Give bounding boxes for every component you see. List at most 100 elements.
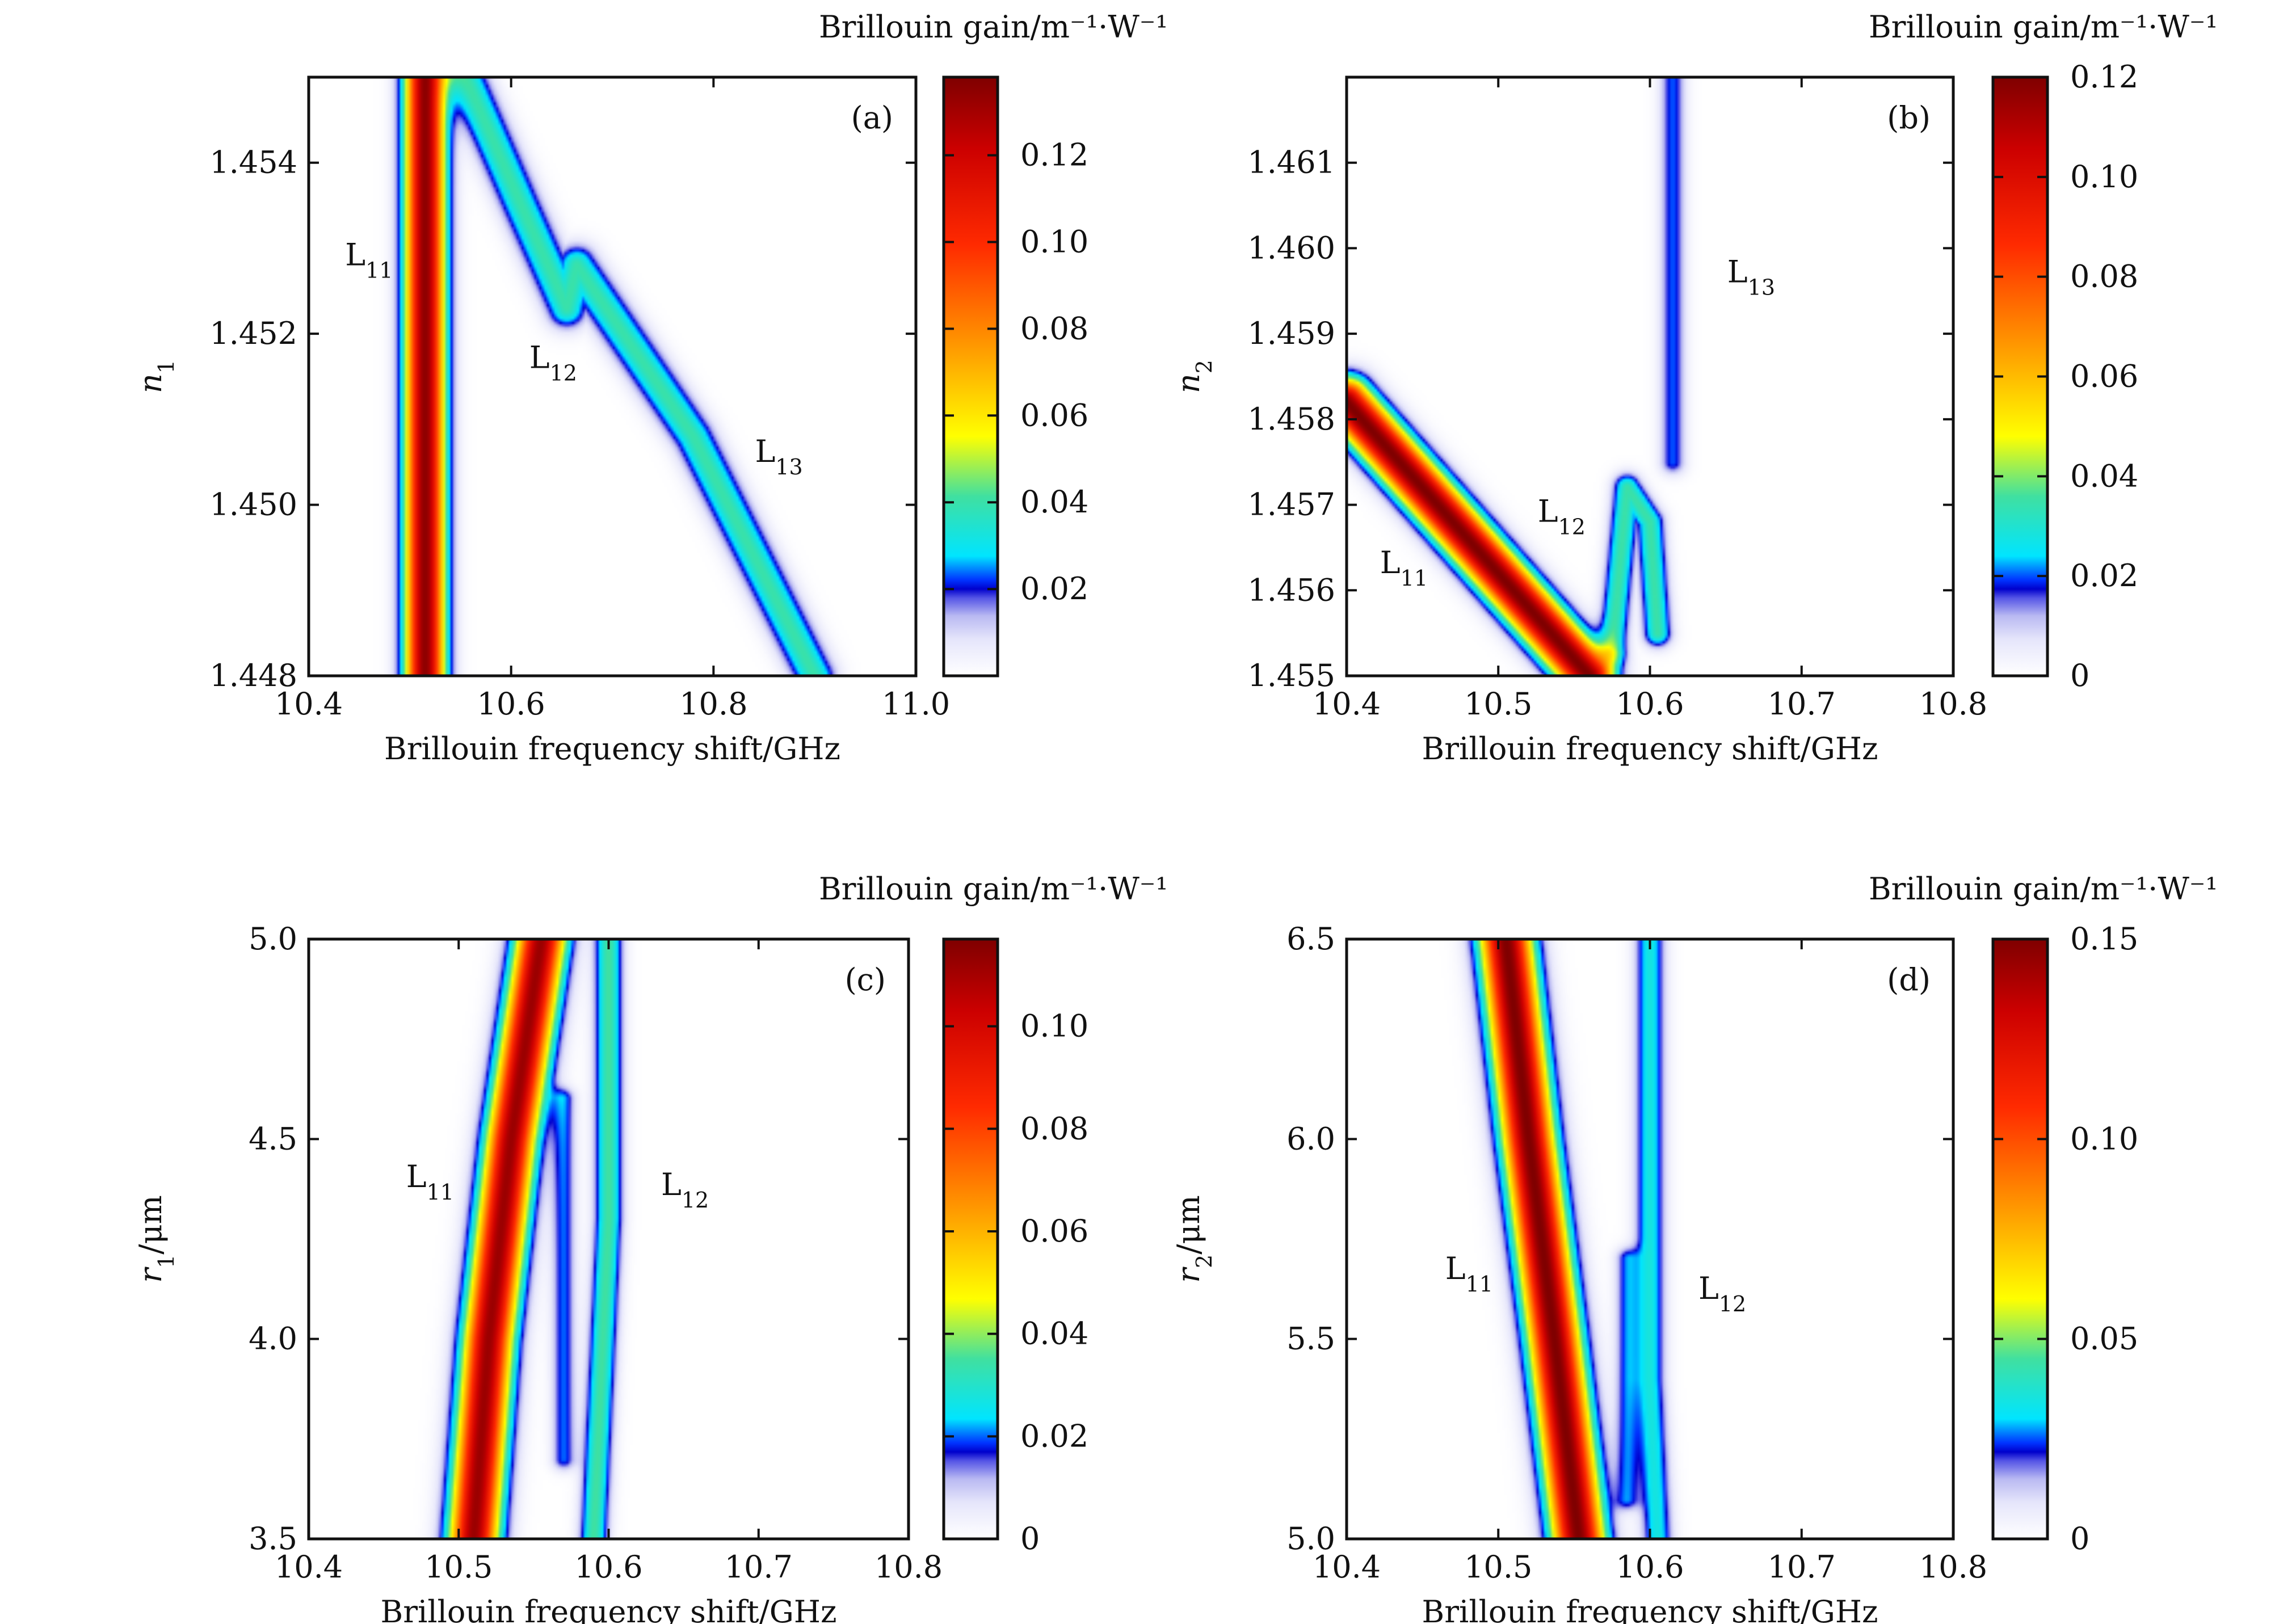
y-tick-label: 4.0 [249, 1321, 297, 1357]
x-tick-label: 10.4 [1313, 686, 1381, 722]
mode-label: L12 [1698, 1270, 1746, 1316]
x-tick-label: 10.7 [1768, 1549, 1836, 1585]
x-tick-label: 10.6 [477, 686, 545, 722]
colorbar-frame [1991, 937, 2049, 1541]
colorbar-tick-label: 0.10 [2070, 159, 2138, 195]
x-tick-label: 10.4 [275, 1549, 343, 1585]
x-tick-label: 10.6 [574, 1549, 642, 1585]
colorbar-frame [942, 937, 999, 1541]
y-tick-label: 5.0 [249, 921, 297, 957]
x-tick-label: 10.5 [424, 1549, 493, 1585]
x-tick-label: 10.4 [1313, 1549, 1381, 1585]
x-tick-label: 10.8 [1919, 686, 1987, 722]
colorbar-title: Brillouin gain/m⁻¹·W⁻¹ [819, 871, 1168, 907]
x-axis-title: Brillouin frequency shift/GHz [381, 1594, 837, 1624]
mode-label: L11 [345, 237, 393, 283]
colorbar-tick-label: 0.12 [2070, 59, 2138, 95]
colorbar-tick-label: 0.02 [1020, 1418, 1088, 1454]
chart-panel-2: 10.4 10.5 10.6 10.7 10.8 3.5 4.0 4.5 5.0 Brilloui… [133, 871, 1168, 1624]
y-axis-title: n2 [1171, 360, 1217, 393]
x-tick-label: 10.7 [1768, 686, 1836, 722]
colorbar-gradient [1993, 939, 2047, 1539]
x-tick-label: 10.6 [1616, 686, 1684, 722]
x-tick-label: 10.5 [1464, 686, 1532, 722]
x-tick-label: 10.7 [725, 1549, 793, 1585]
colorbar-tick-label: 0.02 [2070, 558, 2138, 594]
chart-panel-1: 10.4 10.5 10.6 10.7 10.8 1.455 1.456 1.457 1.458… [1171, 9, 2218, 767]
y-tick-label: 1.452 [209, 315, 297, 351]
panel-label: (a) [851, 100, 893, 136]
y-tick-label: 3.5 [249, 1521, 297, 1556]
colorbar-tick-label: 0.04 [1020, 484, 1088, 520]
y-tick-label: 1.457 [1247, 487, 1335, 523]
heatmap-image [309, 939, 909, 1539]
y-tick-label: 4.5 [249, 1121, 297, 1156]
heatmap-image [309, 77, 916, 676]
x-tick-label: 10.8 [1919, 1549, 1987, 1585]
colorbar-tick-label: 0.08 [2070, 259, 2138, 294]
y-axis-title: r1/μm [133, 1195, 179, 1283]
mode-label: L11 [1380, 545, 1428, 591]
colorbar-tick-label: 0.08 [1020, 310, 1088, 346]
y-tick-label: 5.5 [1286, 1321, 1335, 1357]
y-tick-label: 1.455 [1247, 658, 1335, 693]
y-tick-label: 1.458 [1247, 401, 1335, 437]
y-axis-title: n1 [133, 360, 179, 393]
colorbar-tick-label: 0.10 [1020, 1008, 1088, 1044]
colorbar-tick-label: 0 [2070, 1521, 2089, 1556]
chart-panel-0: 10.4 10.6 10.8 11.0 1.448 1.450 1.452 1.454 Bril… [133, 9, 1168, 767]
colorbar-tick-label: 0.02 [1020, 571, 1088, 607]
heatmap-image [1347, 939, 1953, 1539]
mode-label: L11 [1445, 1251, 1493, 1297]
colorbar-tick-label: 0.10 [2070, 1121, 2138, 1156]
mode-label: L12 [1538, 494, 1586, 540]
x-tick-label: 11.0 [882, 686, 950, 722]
mode-label: L11 [406, 1159, 454, 1205]
x-tick-label: 10.5 [1464, 1549, 1532, 1585]
colorbar-title: Brillouin gain/m⁻¹·W⁻¹ [1869, 9, 2218, 45]
colorbar-tick-label: 0 [1020, 1521, 1040, 1556]
y-tick-label: 1.454 [209, 145, 297, 180]
plot-frame [307, 75, 918, 678]
x-tick-label: 10.8 [874, 1549, 943, 1585]
x-axis-title: Brillouin frequency shift/GHz [1422, 1594, 1878, 1624]
colorbar-title: Brillouin gain/m⁻¹·W⁻¹ [819, 9, 1168, 45]
y-tick-label: 1.461 [1247, 145, 1335, 180]
x-tick-label: 10.6 [1616, 1549, 1684, 1585]
colorbar-tick-label: 0.10 [1020, 224, 1088, 260]
colorbar-tick-label: 0.05 [2070, 1321, 2138, 1357]
colorbar-title: Brillouin gain/m⁻¹·W⁻¹ [1869, 871, 2218, 907]
colorbar-tick-label: 0 [2070, 658, 2089, 693]
y-axis-title: r2/μm [1171, 1195, 1217, 1283]
x-tick-label: 10.8 [679, 686, 747, 722]
colorbar-gradient [944, 77, 998, 676]
y-tick-label: 1.450 [209, 487, 297, 523]
y-tick-label: 6.0 [1286, 1121, 1335, 1156]
colorbar-tick-label: 0.12 [1020, 137, 1088, 173]
y-tick-label: 1.448 [209, 658, 297, 693]
y-tick-label: 6.5 [1286, 921, 1335, 957]
colorbar-tick-label: 0.15 [2070, 921, 2138, 957]
panel-label: (c) [845, 962, 886, 998]
y-tick-label: 1.459 [1247, 315, 1335, 351]
colorbar-tick-label: 0.06 [1020, 1213, 1088, 1249]
heatmap-image [1347, 77, 1953, 676]
colorbar-gradient [944, 939, 998, 1539]
panel-label: (d) [1887, 962, 1931, 998]
mode-label: L12 [529, 339, 577, 385]
colorbar-tick-label: 0.04 [2070, 458, 2138, 494]
chart-panel-3: 10.4 10.5 10.6 10.7 10.8 5.0 5.5 6.0 6.5 Brilloui… [1171, 871, 2218, 1624]
x-axis-title: Brillouin frequency shift/GHz [1422, 731, 1878, 767]
colorbar-tick-label: 0.06 [2070, 359, 2138, 394]
mode-label: L13 [755, 434, 802, 479]
colorbar-tick-label: 0.06 [1020, 397, 1088, 433]
x-axis-title: Brillouin frequency shift/GHz [384, 731, 840, 767]
y-tick-label: 5.0 [1286, 1521, 1335, 1556]
panel-label: (b) [1887, 100, 1931, 136]
mode-label: L13 [1727, 254, 1775, 300]
colorbar-tick-label: 0.04 [1020, 1316, 1088, 1352]
y-tick-label: 1.460 [1247, 230, 1335, 266]
mode-label: L12 [661, 1167, 709, 1213]
y-tick-label: 1.456 [1247, 572, 1335, 608]
